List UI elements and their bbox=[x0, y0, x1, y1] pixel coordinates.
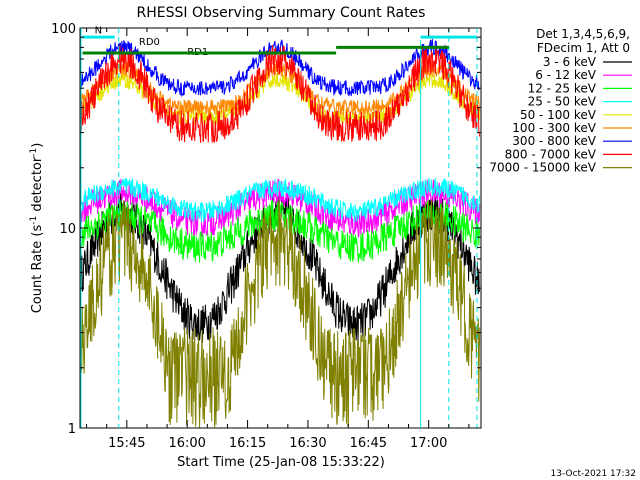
x-tick-label: 15:45 bbox=[108, 436, 145, 451]
x-tick-label: 16:45 bbox=[350, 436, 387, 451]
legend-label: 300 - 800 keV bbox=[512, 134, 596, 148]
series-trace bbox=[80, 200, 481, 263]
legend-label: 100 - 300 keV bbox=[512, 121, 596, 135]
legend-label: 12 - 25 keV bbox=[528, 81, 597, 95]
legend-label: 50 - 100 keV bbox=[520, 108, 597, 122]
legend-label: 6 - 12 keV bbox=[535, 68, 597, 82]
series-trace bbox=[80, 177, 481, 223]
series-line bbox=[80, 44, 481, 143]
y-axis-label: Count Rate (s-1 detector-1) bbox=[29, 143, 45, 314]
x-tick-label: 16:30 bbox=[289, 436, 326, 451]
axis-layer: 15:45 16:00 16:15 16:30 16:45 17:00 1 10 100 bbox=[51, 22, 481, 451]
x-tick-label: 17:00 bbox=[410, 436, 447, 451]
legend-header-line-1: Det 1,3,4,5,6,9, bbox=[536, 27, 630, 41]
chart-title: RHESSI Observing Summary Count Rates bbox=[137, 5, 426, 21]
series-line bbox=[80, 199, 481, 428]
data-layer: NRD0RD1 bbox=[80, 26, 481, 428]
legend-label: 7000 - 15000 keV bbox=[489, 161, 596, 175]
legend-label: 25 - 50 keV bbox=[528, 95, 597, 109]
series-trace bbox=[80, 44, 481, 143]
flag-label: RD0 bbox=[139, 37, 160, 48]
y-tick-label: 1 bbox=[68, 422, 76, 437]
series-line bbox=[80, 200, 481, 263]
x-tick-label: 16:15 bbox=[229, 436, 266, 451]
flag-label: N bbox=[95, 26, 102, 37]
series-trace bbox=[80, 199, 481, 428]
y-tick-label: 10 bbox=[59, 222, 76, 237]
footer-date: 13-Oct-2021 17:32 bbox=[551, 469, 636, 479]
x-axis-label: Start Time (25-Jan-08 15:33:22) bbox=[177, 455, 385, 470]
y-tick-label: 100 bbox=[51, 22, 76, 37]
legend-header-line-2: FDecim 1, Att 0 bbox=[537, 41, 630, 55]
legend-label: 3 - 6 keV bbox=[543, 55, 597, 69]
x-tick-label: 16:00 bbox=[168, 436, 205, 451]
legend-label: 800 - 7000 keV bbox=[505, 147, 597, 161]
series-line bbox=[80, 177, 481, 223]
